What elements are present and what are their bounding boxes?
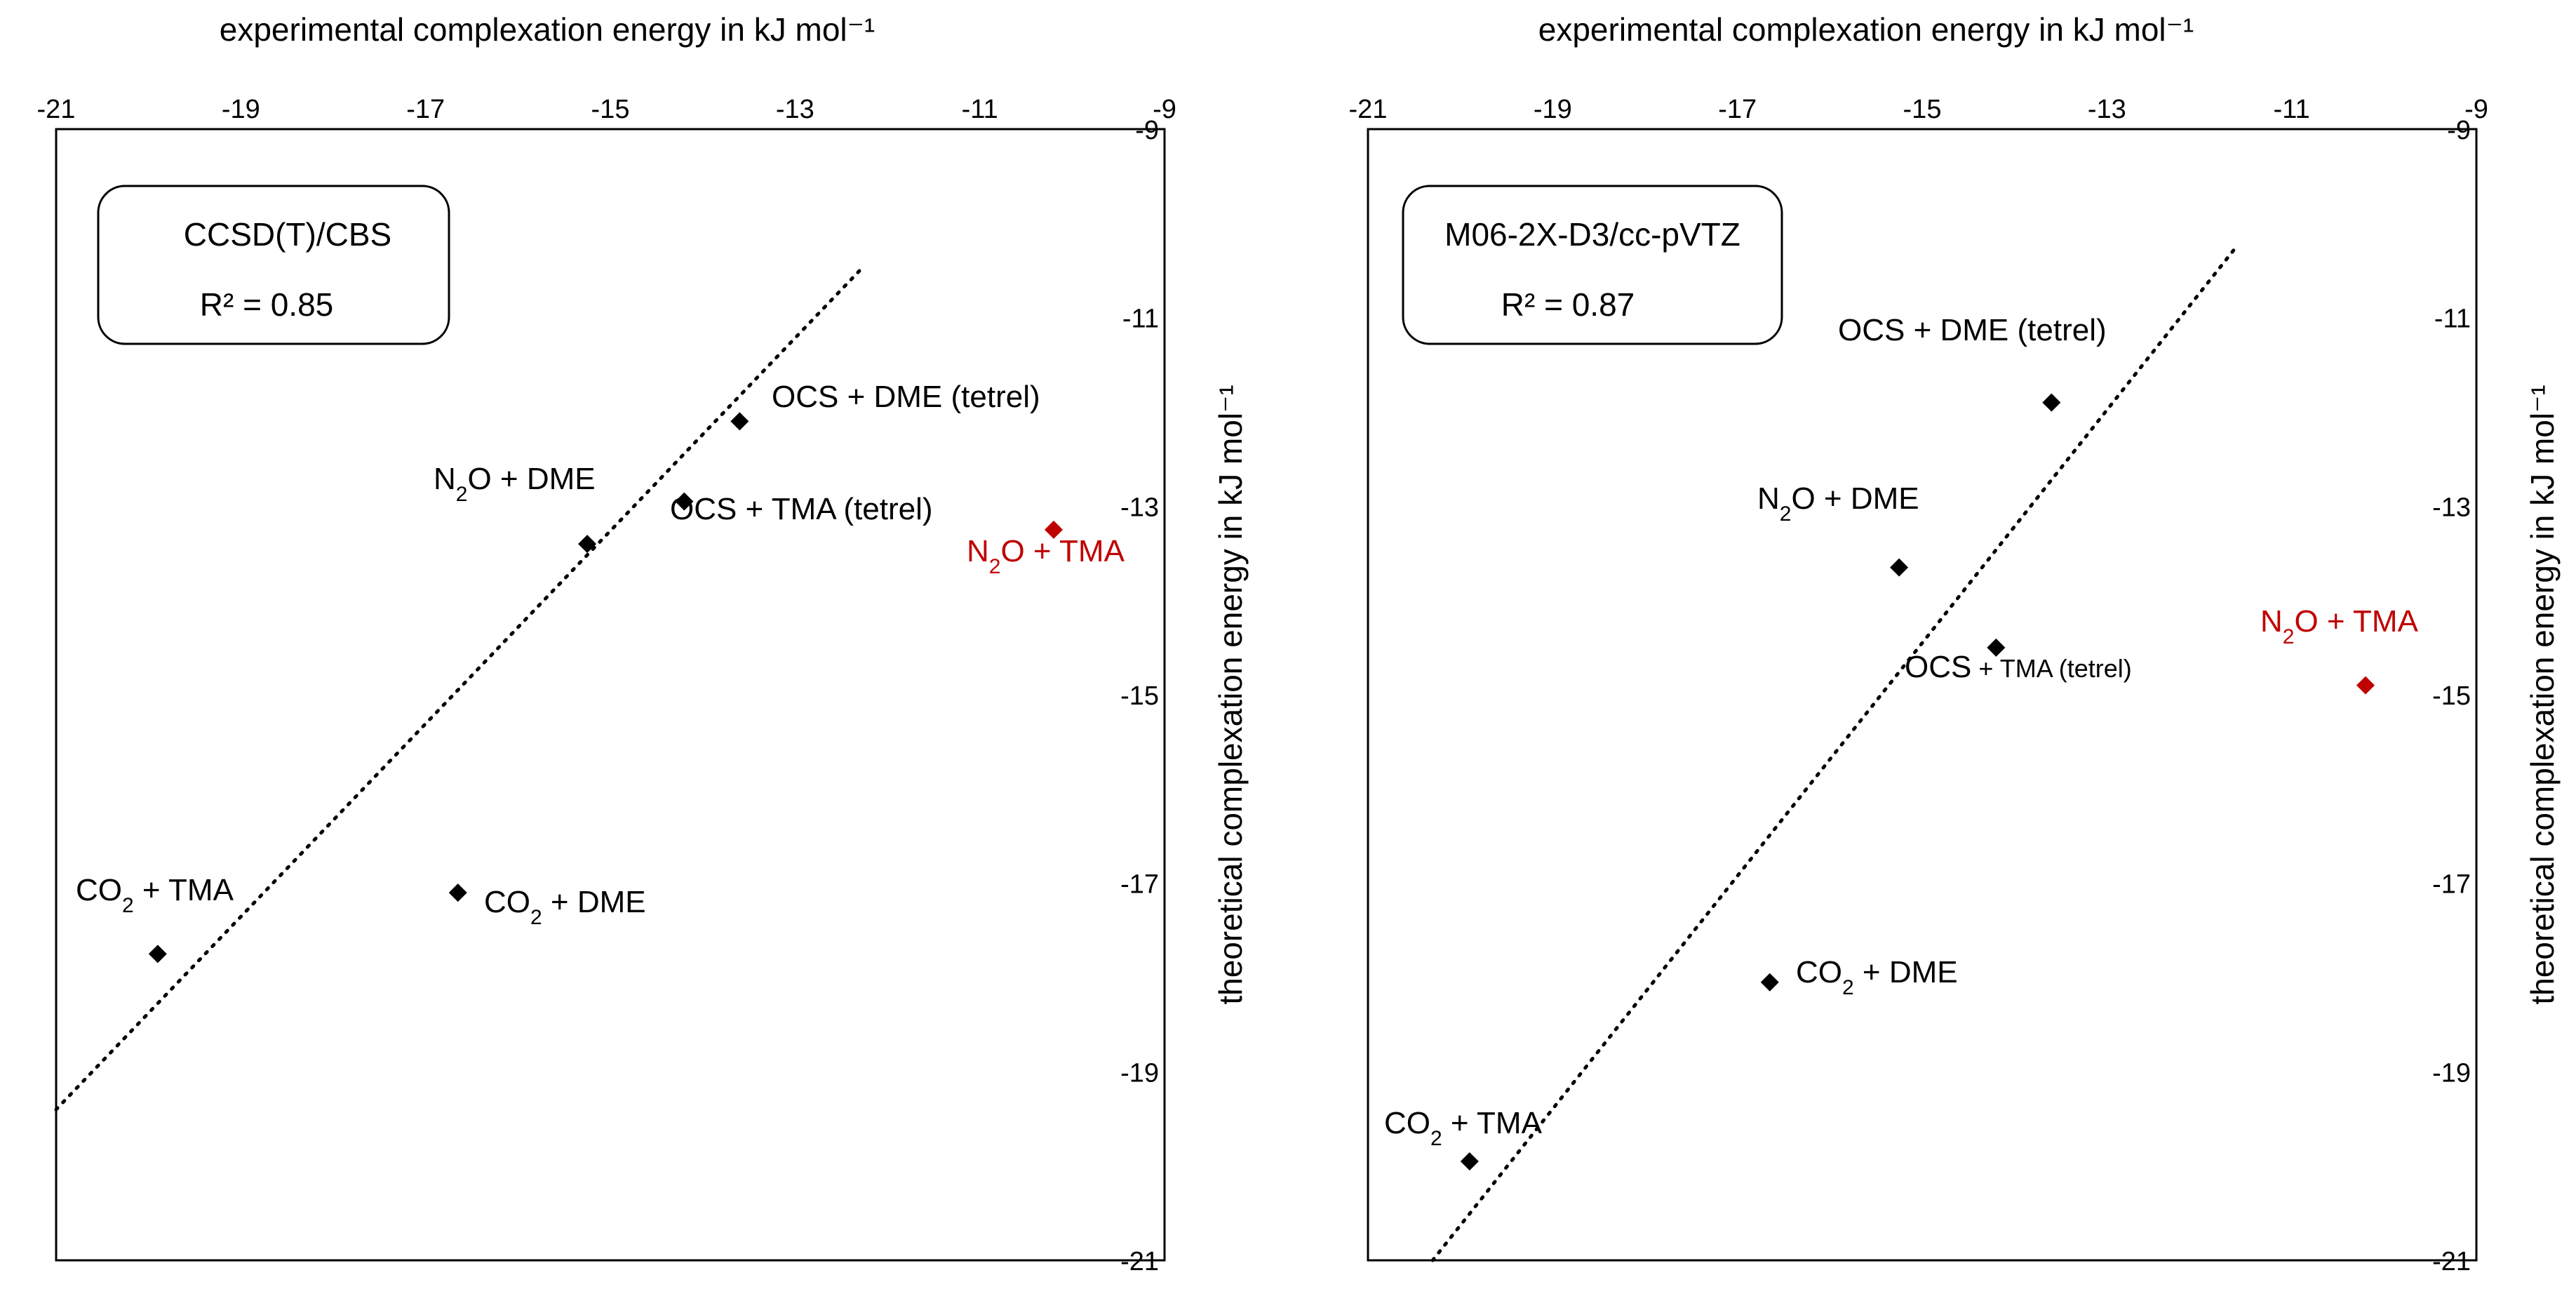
y-tick-label: -9 [1135,116,1159,145]
data-point-marker [1045,520,1063,539]
y-tick-label: -17 [1120,870,1159,900]
method-box-frame [97,185,450,345]
method-box: M06-2X-D3/cc-pVTZ R² = 0.87 [1402,185,1783,345]
data-points [148,412,1063,963]
x-tick-label: -9 [1153,95,1176,124]
data-point-marker [1987,638,2006,657]
chart-ccsd: experimental complexation energy in kJ m… [37,11,1249,1276]
point-label: CO2 + TMA [76,873,234,917]
x-tick-labels: -21 -19 -17 -15 -13 -11 -9 [37,95,1176,124]
y-tick-label: -17 [2432,870,2471,900]
point-label: N2O + DME [1757,481,1919,526]
data-point-marker [1890,558,1909,577]
y-tick-label: -11 [2434,305,2471,334]
y-axis-title: theoretical complexation energy in kJ mo… [1212,385,1249,1004]
point-labels: OCS + DME (tetrel) N2O + DME OCS + TMA (… [1384,313,2419,1150]
point-label: CO2 + TMA [1384,1106,1543,1150]
y-tick-label: -13 [2432,493,2471,522]
method-label: CCSD(T)/CBS [184,216,391,253]
plot-frame [55,128,1166,1262]
y-tick-label: -13 [1120,493,1159,522]
y-tick-label: -19 [2432,1058,2471,1088]
data-point-marker [448,883,467,902]
y-tick-labels: -9 -11 -13 -15 -17 -19 -21 [1120,116,1159,1276]
point-label: CO2 + DME [484,885,646,929]
y-tick-label: -11 [1122,305,1159,334]
point-label: OCS + DME (tetrel) [1838,313,2107,347]
data-points [1460,393,2375,1170]
x-tick-label: -15 [1903,95,1942,124]
x-tick-label: -11 [962,95,998,124]
x-tick-label: -19 [222,95,260,124]
y-tick-label: -9 [2447,116,2471,145]
data-point-marker [578,535,597,554]
y-tick-label: -21 [2432,1247,2471,1276]
plot-frame [1367,128,2478,1262]
r-squared-label: R² = 0.87 [1501,286,1635,323]
y-tick-label: -21 [1120,1247,1159,1276]
x-tick-label: -19 [1534,95,1572,124]
trendline [54,269,861,1112]
data-point-marker [2042,393,2061,412]
y-tick-label: -15 [1120,681,1159,711]
x-tick-label: -15 [591,95,630,124]
r-squared-label: R² = 0.85 [200,286,334,323]
x-tick-label: -13 [776,95,814,124]
y-tick-label: -19 [1120,1058,1159,1088]
x-tick-label: -9 [2464,95,2488,124]
chart-m06: experimental complexation energy in kJ m… [1349,11,2561,1276]
data-point-marker [1460,1152,1479,1170]
point-label: OCS + TMA (tetrel) [670,492,933,526]
x-tick-label: -21 [37,95,76,124]
point-label: N2O + TMA [967,534,1125,578]
x-axis-title: experimental complexation energy in kJ m… [220,11,875,48]
x-tick-label: -17 [1718,95,1757,124]
data-point-marker [675,492,694,511]
y-tick-labels: -9 -11 -13 -15 -17 -19 -21 [2432,116,2471,1276]
point-label: N2O + TMA [2260,604,2419,648]
point-labels: OCS + DME (tetrel) OCS + TMA (tetrel) N2… [76,380,1125,929]
data-point-marker [1760,973,1779,992]
data-point-marker [2356,676,2375,695]
x-tick-label: -21 [1349,95,1388,124]
data-point-marker [148,945,167,963]
point-label: CO2 + DME [1796,955,1958,999]
method-box: CCSD(T)/CBS R² = 0.85 [97,185,450,345]
x-tick-label: -13 [2088,95,2126,124]
x-axis-title: experimental complexation energy in kJ m… [1538,11,2194,48]
x-tick-label: -17 [406,95,445,124]
x-tick-label: -11 [2274,95,2310,124]
method-box-frame [1402,185,1783,345]
y-tick-label: -15 [2432,681,2471,711]
trendline [1430,245,2239,1262]
y-axis-title: theoretical complexation energy in kJ mo… [2524,385,2561,1004]
data-point-marker [730,412,749,431]
point-label: OCS + DME (tetrel) [772,380,1040,414]
point-label: N2O + DME [434,462,596,506]
point-label: OCS + TMA (tetrel) [1905,650,2132,684]
x-tick-labels: -21 -19 -17 -15 -13 -11 -9 [1349,95,2488,124]
method-label: M06-2X-D3/cc-pVTZ [1444,216,1740,253]
